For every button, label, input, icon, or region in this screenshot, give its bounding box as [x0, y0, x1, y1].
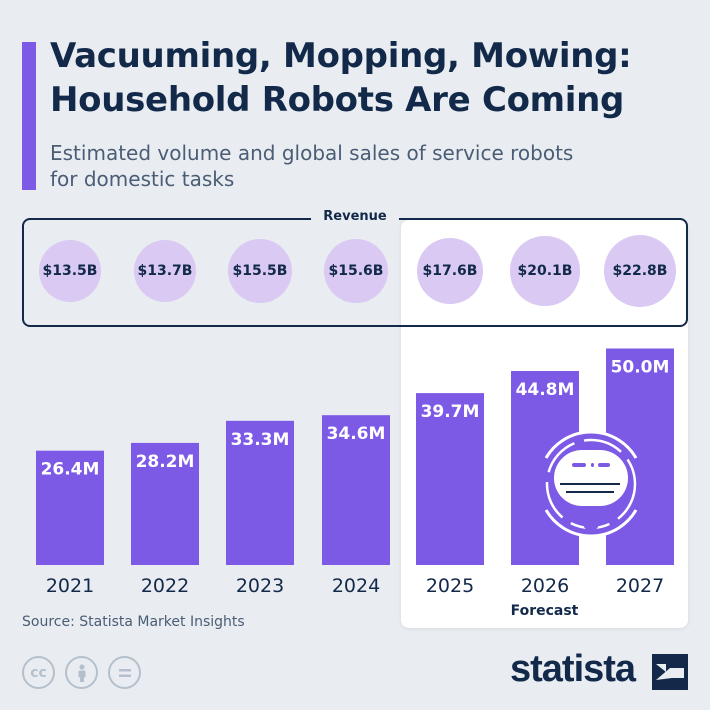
bar-value-label-2022: 28.2M [136, 452, 195, 472]
x-tick-label-2027: 2027 [616, 575, 664, 597]
cc-icon[interactable]: cc [22, 656, 55, 689]
source-note: Source: Statista Market Insights [22, 614, 245, 630]
revenue-bubble-2025: $17.6B [416, 237, 484, 305]
bar-2023 [226, 420, 294, 565]
revenue-bubble-2022: $13.7B [133, 239, 197, 303]
revenue-bubble-2027: $22.8B [604, 235, 676, 307]
chart-subtitle: Estimated volume and global sales of ser… [50, 140, 573, 192]
chart-title: Vacuuming, Mopping, Mowing: Household Ro… [50, 34, 632, 122]
bar-2022 [131, 442, 199, 565]
bar-value-label-2023: 33.3M [231, 430, 290, 450]
bar-value-label-2027: 50.0M [611, 358, 670, 378]
revenue-bubble-2023: $15.5B [227, 238, 293, 304]
bar-value-label-2025: 39.7M [421, 402, 480, 422]
revenue-bubble-2021: $13.5B [39, 240, 101, 302]
subtitle-line-2: for domestic tasks [50, 167, 235, 191]
bar-2025 [416, 393, 484, 565]
x-tick-label-2024: 2024 [332, 575, 380, 597]
bar-2021 [36, 450, 104, 565]
x-tick-label-2025: 2025 [426, 575, 474, 597]
attribution-icon[interactable] [65, 656, 98, 689]
title-line-1: Vacuuming, Mopping, Mowing: [50, 36, 632, 76]
no-derivatives-icon[interactable] [108, 656, 141, 689]
revenue-bubble-2024: $15.6B [323, 238, 389, 304]
statista-logo-icon[interactable] [652, 654, 688, 690]
bar-2024 [322, 415, 390, 565]
title-accent-bar [22, 42, 36, 190]
revenue-label: Revenue [311, 208, 399, 226]
x-tick-label-2026: 2026 [521, 575, 569, 597]
x-tick-label-2023: 2023 [236, 575, 284, 597]
x-tick-label-2022: 2022 [141, 575, 189, 597]
subtitle-line-1: Estimated volume and global sales of ser… [50, 141, 574, 165]
statista-logo-text[interactable]: statista [510, 648, 636, 690]
bar-value-label-2024: 34.6M [327, 424, 386, 444]
title-line-2: Household Robots Are Coming [50, 80, 625, 120]
forecast-label: Forecast [510, 603, 579, 619]
bar-value-label-2026: 44.8M [516, 380, 575, 400]
x-tick-label-2021: 2021 [46, 575, 94, 597]
robot-vacuum-icon [539, 430, 643, 538]
bar-value-label-2021: 26.4M [41, 460, 100, 480]
revenue-bubble-2026: $20.1B [510, 236, 580, 306]
